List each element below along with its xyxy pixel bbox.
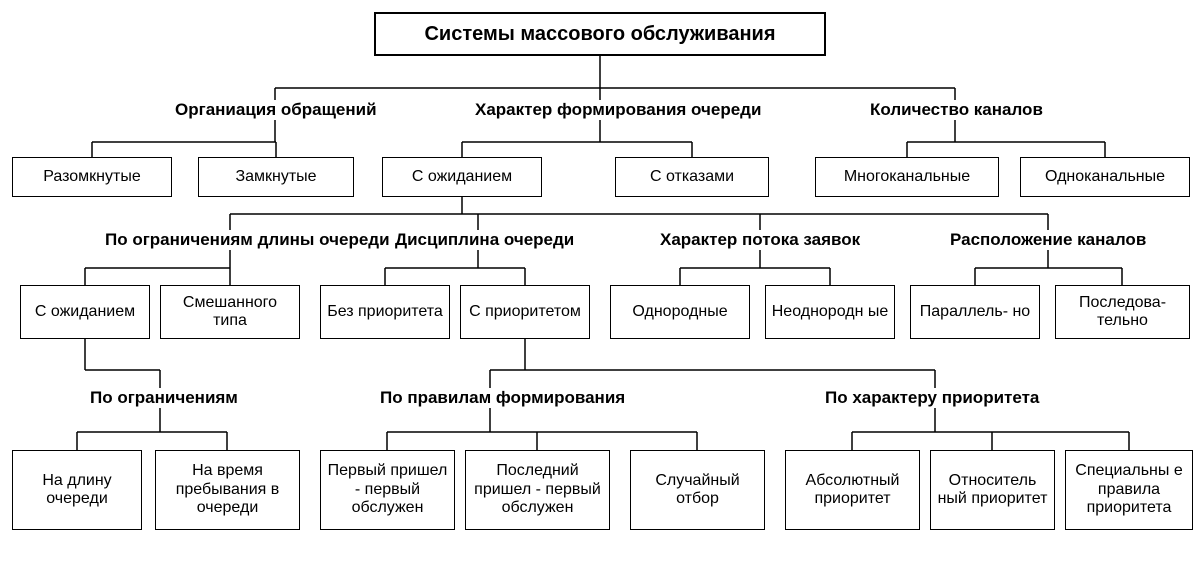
category-label-l1: Характер формирования очереди <box>475 100 761 120</box>
leaf-node-l3: Последний пришел - первый обслужен <box>465 450 610 530</box>
category-label-l3: По ограничениям <box>90 388 238 408</box>
leaf-node-l2: Смешанного типа <box>160 285 300 339</box>
category-label-l1: Органиация обращений <box>175 100 377 120</box>
leaf-node-l2: С приоритетом <box>460 285 590 339</box>
leaf-node-l1: Разомкнутые <box>12 157 172 197</box>
leaf-node-l3: На время пребывания в очереди <box>155 450 300 530</box>
leaf-node-l2: Без приоритета <box>320 285 450 339</box>
leaf-node-l3: Случайный отбор <box>630 450 765 530</box>
category-label-l2: Характер потока заявок <box>660 230 860 250</box>
category-label-l2: Расположение каналов <box>950 230 1146 250</box>
leaf-node-l3: Специальны е правила приоритета <box>1065 450 1193 530</box>
leaf-node-l3: Абсолютный приоритет <box>785 450 920 530</box>
leaf-node-l1: С ожиданием <box>382 157 542 197</box>
leaf-node-l1: С отказами <box>615 157 769 197</box>
leaf-node-l2: С ожиданием <box>20 285 150 339</box>
leaf-node-l2: Последова- тельно <box>1055 285 1190 339</box>
leaf-node-l3: Относитель ный приоритет <box>930 450 1055 530</box>
category-label-l3: По правилам формирования <box>380 388 625 408</box>
category-label-l2: Дисциплина очереди <box>395 230 574 250</box>
leaf-node-l1: Многоканальные <box>815 157 999 197</box>
leaf-node-l1: Одноканальные <box>1020 157 1190 197</box>
category-label-l3: По характеру приоритета <box>825 388 1039 408</box>
leaf-node-l3: На длину очереди <box>12 450 142 530</box>
leaf-node-l1: Замкнутые <box>198 157 354 197</box>
category-label-l1: Количество каналов <box>870 100 1043 120</box>
leaf-node-l2: Однородные <box>610 285 750 339</box>
category-label-l2: По ограничениям длины очереди <box>105 230 390 250</box>
leaf-node-l2: Неоднородн ые <box>765 285 895 339</box>
leaf-node-l2: Параллель- но <box>910 285 1040 339</box>
root-node: Системы массового обслуживания <box>374 12 826 56</box>
leaf-node-l3: Первый пришел - первый обслужен <box>320 450 455 530</box>
